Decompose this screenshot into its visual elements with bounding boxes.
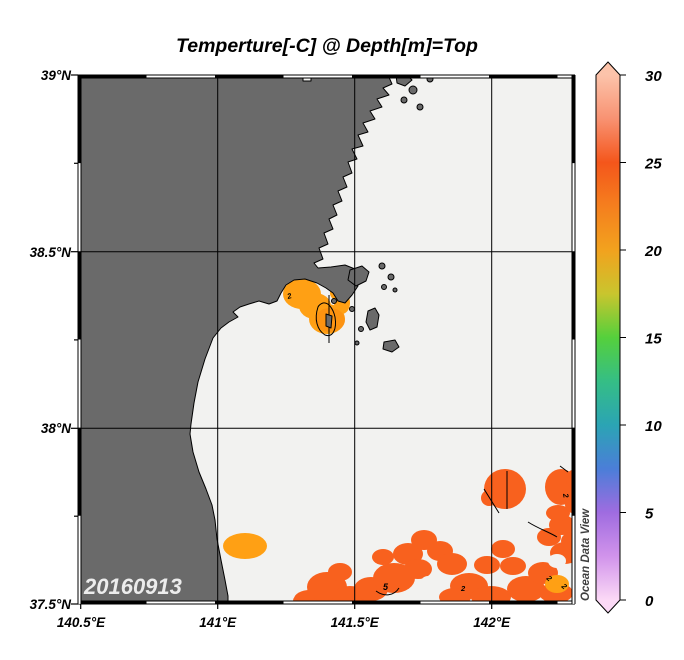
lon-axis: 140.5°E 141°E 141.5°E 142°E [57,615,511,630]
field-warm-core [545,575,569,593]
colorbar-tick-label-20: 20 [644,243,662,260]
lon-tick-label-140-5e: 140.5°E [57,615,106,630]
colorbar-tick-label-5: 5 [645,506,654,523]
lat-axis: 39°N 38.5°N 38°N 37.5°N [30,68,72,612]
colorbar-gradient [595,61,621,614]
colorbar-tick-label-30: 30 [645,68,662,85]
warm-field-southeast [293,469,575,604]
field-hole [548,554,566,568]
colorbar-tick-label-0: 0 [645,593,654,610]
colorbar-ticks [620,74,626,601]
grid-lines [78,75,575,604]
lat-tick-label-37-5n: 37.5°N [30,597,72,612]
contour-label: 5 [383,582,389,592]
map-frame [71,74,576,609]
field-hole [421,576,435,588]
colorbar: 30 25 20 15 10 5 0 [595,61,662,614]
contour-label: 2 [544,573,554,584]
colorbar-tick-label-25: 25 [644,156,662,173]
colorbar-tick-label-10: 10 [645,418,662,435]
lon-tick-label-141-5e: 141.5°E [331,615,380,630]
lon-tick-label-142e: 142°E [473,615,511,630]
lat-tick-label-39n: 39°N [41,68,71,83]
lat-tick-label-38n: 38°N [41,421,71,436]
contour-label: 2 [460,584,466,593]
warm-patch-coastal [223,533,267,559]
contour-label: 2 [561,492,571,499]
contour-label: 2 [559,581,569,592]
lat-tick-label-38-5n: 38.5°N [30,245,72,260]
plot-title: Temperture[-C] @ Depth[m]=Top [176,35,478,57]
odv-watermark: Ocean Data View [580,508,592,601]
contour-lines [315,295,569,596]
lon-tick-label-141e: 141°E [199,615,237,630]
contour-label: 2 [285,291,293,301]
date-label: 20160913 [83,574,182,599]
colorbar-tick-label-15: 15 [645,331,662,348]
